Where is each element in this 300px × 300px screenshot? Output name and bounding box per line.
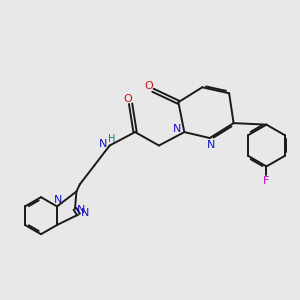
Text: O: O: [144, 81, 153, 91]
Text: F: F: [263, 176, 270, 186]
Text: N: N: [207, 140, 215, 150]
Text: O: O: [123, 94, 132, 104]
Text: H: H: [108, 134, 116, 144]
Text: N: N: [54, 195, 63, 205]
Text: N: N: [173, 124, 182, 134]
Text: N: N: [81, 208, 89, 218]
Text: N: N: [99, 139, 107, 149]
Text: N: N: [77, 205, 86, 215]
